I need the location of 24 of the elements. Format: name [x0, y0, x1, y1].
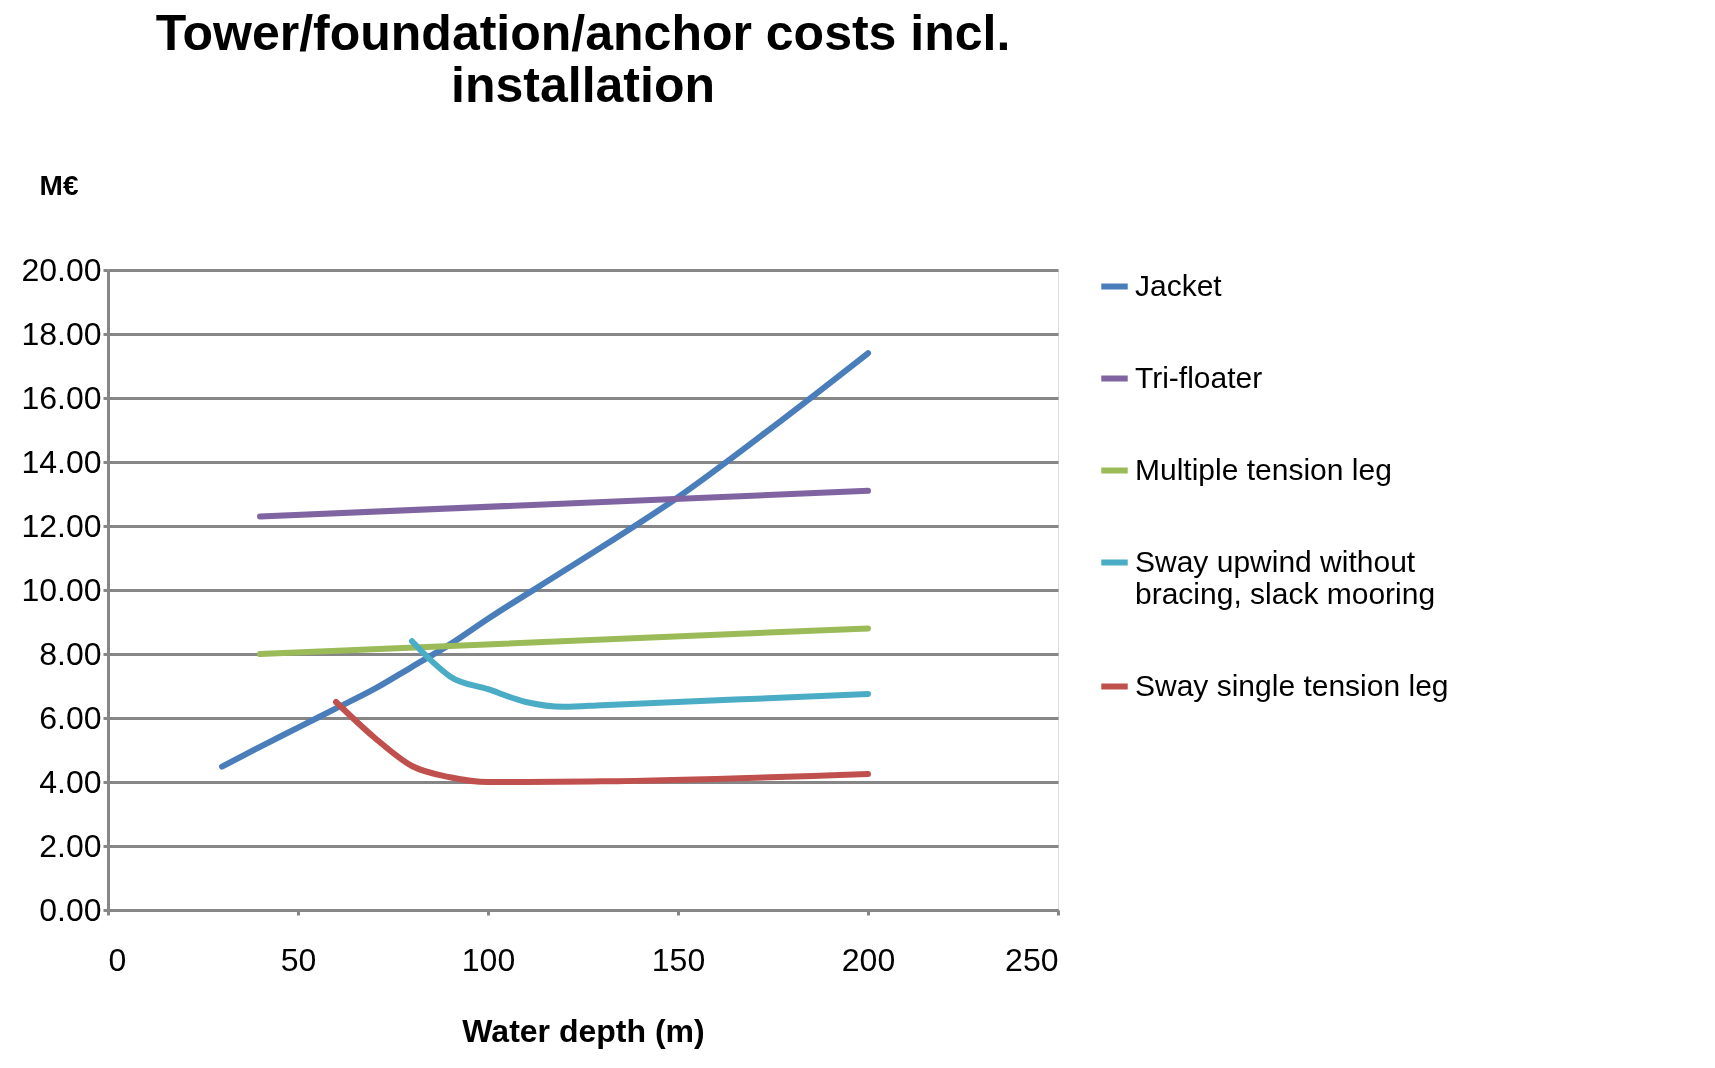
y-tick-label: 14.00 — [21, 443, 102, 480]
y-tick-label: 4.00 — [39, 763, 102, 800]
legend-label: Sway single tension leg — [1135, 668, 1449, 702]
x-tick-label: 0 — [108, 941, 127, 978]
y-tick-label: 18.00 — [21, 315, 102, 352]
x-tick-label: 50 — [280, 941, 317, 978]
x-axis-title: Water depth (m) — [462, 1012, 705, 1049]
y-tick-label: 6.00 — [39, 699, 102, 736]
x-tick-label: 100 — [461, 941, 516, 978]
y-tick-label: 2.00 — [39, 827, 102, 864]
legend-label: Multiple tension leg — [1135, 452, 1392, 486]
y-tick-label: 12.00 — [21, 507, 102, 544]
legend-label: Tri-floater — [1135, 360, 1263, 394]
y-tick-label: 20.00 — [21, 251, 102, 288]
x-tick-label: 250 — [1005, 941, 1059, 978]
legend-label: Sway upwind without bracing, slack mooring — [1135, 544, 1436, 610]
x-tick-label: 200 — [841, 941, 896, 978]
y-tick-label: 10.00 — [21, 571, 102, 608]
y-tick-label: 0.00 — [39, 891, 102, 928]
legend-label: Jacket — [1135, 268, 1223, 302]
y-tick-label: 8.00 — [39, 635, 102, 672]
y-tick-label: 16.00 — [21, 379, 102, 416]
x-tick-label: 150 — [651, 941, 706, 978]
y-axis-title: M€ — [39, 169, 79, 201]
